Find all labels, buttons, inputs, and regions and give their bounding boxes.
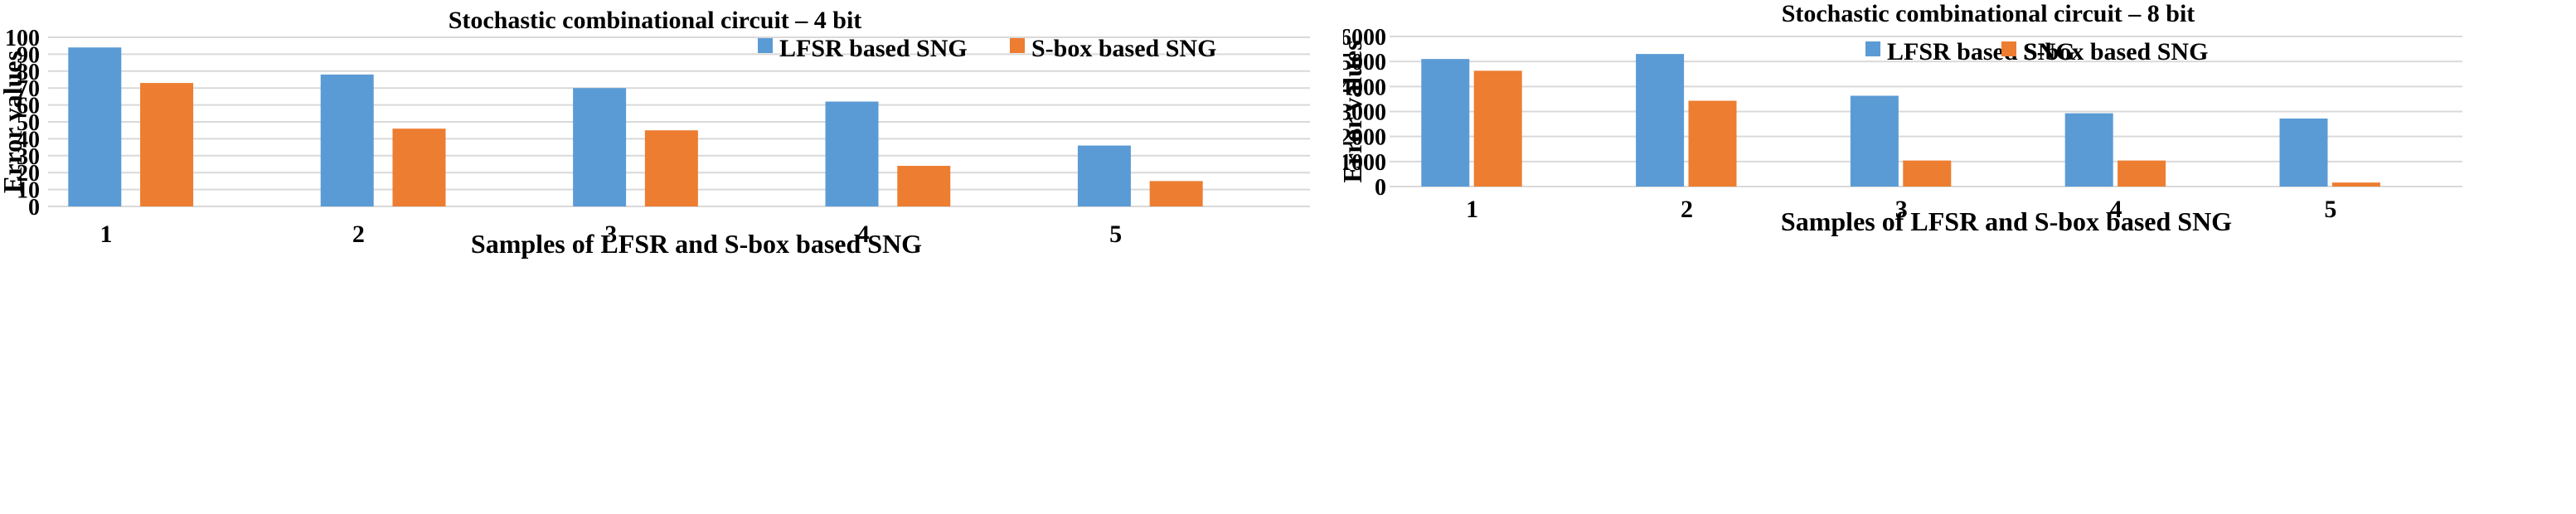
x-axis-title: Samples of LFSR and S-box based SNG <box>471 229 922 259</box>
x-tick-label: 3 <box>604 221 617 248</box>
bar-sbox-sample-2 <box>1688 100 1737 187</box>
x-tick-label: 1 <box>1466 196 1478 223</box>
bar-lfsr-sample-1 <box>68 47 122 206</box>
bar-lfsr-sample-5 <box>2279 118 2328 187</box>
bar-sbox-sample-3 <box>1903 160 1952 187</box>
y-tick-label: 70 <box>17 76 40 102</box>
x-tick-label: 4 <box>2110 196 2122 223</box>
y-tick-label: 20 <box>17 161 40 187</box>
y-axis-title: Error values <box>0 51 27 193</box>
bar-lfsr-sample-5 <box>1077 145 1131 206</box>
x-tick-label: 2 <box>352 221 365 248</box>
x-tick-label: 1 <box>100 221 113 248</box>
y-axis-title: Error values <box>1343 40 1367 182</box>
legend-label-lfsr: LFSR based SNG <box>1887 38 2075 65</box>
bar-sbox-sample-1 <box>140 83 194 206</box>
x-tick-label: 3 <box>1895 196 1908 223</box>
y-tick-label: 2000 <box>1343 125 1386 151</box>
x-tick-label: 2 <box>1681 196 1693 223</box>
bar-sbox-sample-4 <box>2118 160 2166 187</box>
y-tick-label: 1000 <box>1343 150 1386 176</box>
bar-lfsr-sample-4 <box>2064 113 2113 187</box>
y-tick-label: 5000 <box>1343 50 1386 75</box>
legend-swatch-lfsr <box>758 38 773 53</box>
bar-sbox-sample-2 <box>392 128 446 206</box>
y-tick-label: 3000 <box>1343 100 1386 126</box>
bar-sbox-sample-1 <box>1473 70 1522 187</box>
y-tick-label: 10 <box>17 178 40 204</box>
legend-label-sbox: S-box based SNG <box>1031 35 1216 62</box>
legend-swatch-sbox <box>1010 38 1025 53</box>
x-tick-label: 5 <box>1109 221 1122 248</box>
y-tick-label: 50 <box>17 110 40 136</box>
legend-swatch-lfsr <box>1865 41 1880 56</box>
bar-sbox-sample-3 <box>644 130 698 206</box>
legend-label-sbox: S-box based SNG <box>2023 38 2208 65</box>
bar-lfsr-sample-4 <box>825 101 879 206</box>
chart-title: Stochastic combinational circuit – 8 bit <box>1782 0 2195 27</box>
bar-lfsr-sample-1 <box>1421 59 1470 187</box>
bar-lfsr-sample-2 <box>1636 54 1685 187</box>
chart-4-bit: Stochastic combinational circuit – 4 bit… <box>0 7 1310 259</box>
y-tick-label: 4000 <box>1343 75 1386 100</box>
bar-lfsr-sample-3 <box>1850 95 1899 187</box>
x-tick-label: 5 <box>2324 196 2336 223</box>
chart-title: Stochastic combinational circuit – 4 bit <box>449 7 862 34</box>
y-tick-label: 60 <box>17 94 40 119</box>
bar-lfsr-sample-2 <box>320 74 374 206</box>
legend-label-lfsr: LFSR based SNG <box>779 35 968 62</box>
y-tick-label: 0 <box>1375 175 1386 201</box>
bar-sbox-sample-5 <box>1149 181 1203 206</box>
y-tick-label: 100 <box>5 26 40 51</box>
bar-sbox-sample-4 <box>897 166 951 206</box>
y-tick-label: 30 <box>17 144 40 170</box>
chart-8-bit: Stochastic combinational circuit – 8 bit… <box>1343 0 2462 236</box>
y-tick-label: 0 <box>28 195 40 221</box>
y-tick-label: 6000 <box>1343 25 1386 51</box>
panel-divider <box>1341 0 1343 514</box>
y-tick-label: 90 <box>17 42 40 68</box>
legend-swatch-sbox <box>2001 41 2016 56</box>
bar-sbox-sample-5 <box>2331 182 2380 187</box>
x-axis-title: Samples of LFSR and S-box based SNG <box>1781 206 2232 236</box>
x-tick-label: 4 <box>857 221 870 248</box>
bar-lfsr-sample-3 <box>573 88 627 206</box>
y-tick-label: 40 <box>17 127 40 153</box>
y-tick-label: 80 <box>17 60 40 85</box>
